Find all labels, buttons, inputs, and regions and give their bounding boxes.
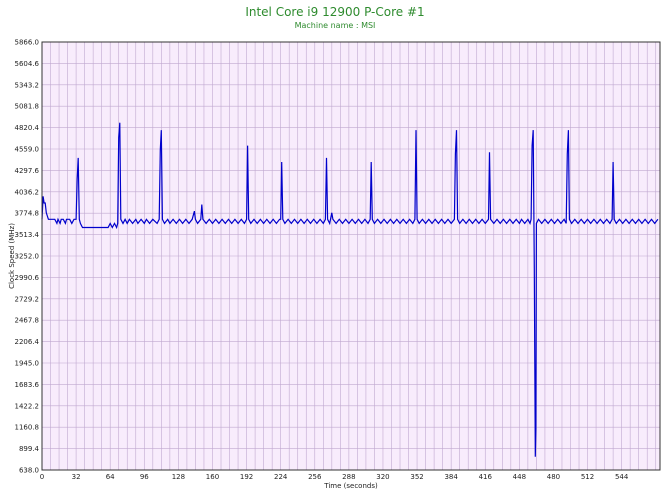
x-tick-label: 512 bbox=[581, 473, 594, 481]
grid-lines bbox=[42, 42, 660, 470]
x-tick-label: 0 bbox=[40, 473, 44, 481]
x-tick-label: 128 bbox=[172, 473, 185, 481]
series-line-p-core-1 bbox=[41, 122, 659, 457]
y-tick-label: 4559.0 bbox=[15, 146, 40, 154]
y-tick-label: 3252.0 bbox=[15, 253, 40, 261]
y-tick-label: 2729.2 bbox=[15, 295, 40, 303]
x-tick-label: 256 bbox=[308, 473, 322, 481]
y-tick-label: 638.0 bbox=[19, 467, 39, 475]
x-axis-label: Time (seconds) bbox=[323, 482, 378, 490]
x-tick-label: 480 bbox=[547, 473, 560, 481]
y-tick-label: 4297.6 bbox=[15, 167, 40, 175]
x-tick-label: 64 bbox=[106, 473, 115, 481]
x-tick-label: 352 bbox=[410, 473, 423, 481]
y-tick-label: 3774.8 bbox=[15, 210, 40, 218]
x-tick-label: 288 bbox=[342, 473, 355, 481]
y-tick-label: 2206.4 bbox=[15, 338, 40, 346]
y-tick-label: 5343.2 bbox=[15, 81, 40, 89]
chart-subtitle: Machine name : MSI bbox=[295, 21, 376, 30]
y-tick-label: 4036.2 bbox=[15, 188, 40, 196]
x-tick-label: 448 bbox=[513, 473, 526, 481]
y-tick-label: 2467.8 bbox=[15, 317, 40, 325]
plot-border bbox=[41, 41, 661, 471]
y-tick-label: 5866.0 bbox=[15, 39, 40, 47]
x-tick-label: 544 bbox=[615, 473, 629, 481]
y-tick-label: 2990.6 bbox=[15, 274, 40, 282]
y-tick-label: 3513.4 bbox=[15, 231, 40, 239]
x-tick-label: 224 bbox=[274, 473, 288, 481]
y-axis-label: Clock Speed (MHz) bbox=[8, 223, 16, 289]
y-tick-label: 1945.0 bbox=[15, 360, 40, 368]
x-axis-ticks: 0 32 64 96 128 160 192 224 256 288 320 352 384 416 448… bbox=[40, 473, 629, 481]
y-tick-label: 4820.4 bbox=[15, 124, 40, 132]
y-tick-label: 1160.8 bbox=[15, 424, 40, 432]
y-tick-label: 5604.6 bbox=[15, 60, 40, 68]
y-tick-label: 1683.6 bbox=[15, 381, 40, 389]
y-tick-label: 1422.2 bbox=[15, 402, 40, 410]
x-tick-label: 320 bbox=[376, 473, 389, 481]
x-tick-label: 32 bbox=[72, 473, 81, 481]
x-tick-label: 192 bbox=[240, 473, 253, 481]
y-tick-label: 899.4 bbox=[19, 445, 40, 453]
x-tick-label: 96 bbox=[140, 473, 149, 481]
chart-title: Intel Core i9 12900 P-Core #1 bbox=[245, 5, 424, 19]
x-tick-label: 384 bbox=[444, 473, 458, 481]
y-axis-ticks: 638.0 899.4 1160.8 1422.2 1683.6 1945.0 2206.4… bbox=[15, 39, 40, 475]
y-tick-label: 5081.8 bbox=[15, 103, 40, 111]
x-tick-label: 416 bbox=[479, 473, 493, 481]
x-tick-label: 160 bbox=[206, 473, 219, 481]
